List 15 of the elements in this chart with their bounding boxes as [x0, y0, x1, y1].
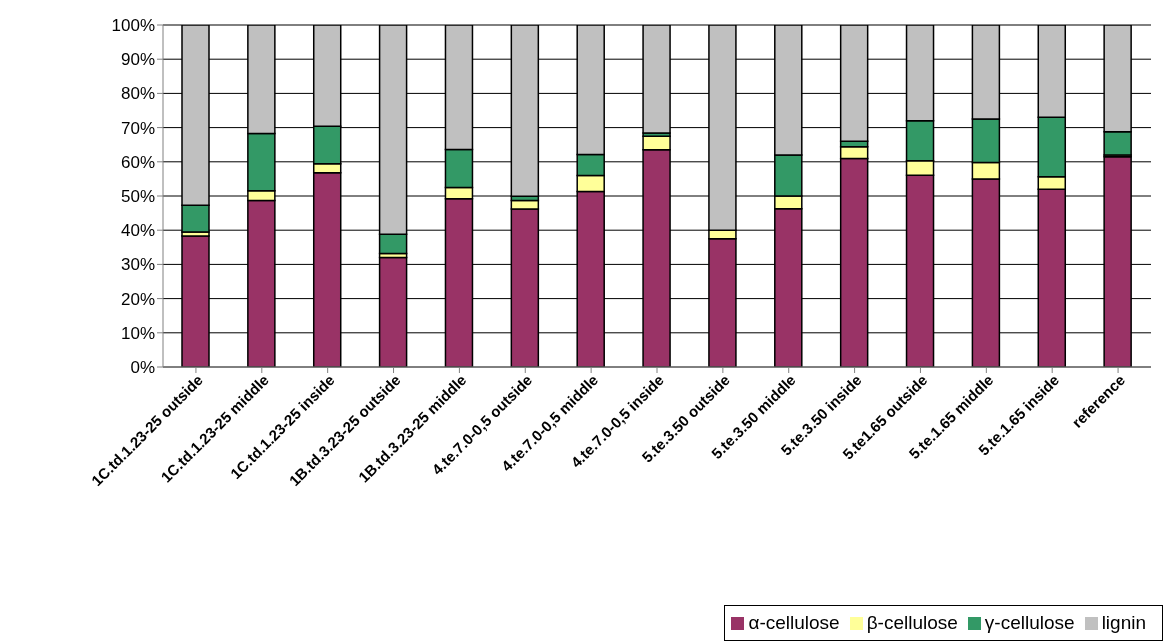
y-tick-label: 100% — [111, 16, 155, 36]
legend-label: lignin — [1101, 612, 1146, 633]
y-tick-label: 90% — [120, 50, 155, 70]
legend-label: α-cellulose — [748, 612, 840, 633]
y-tick-label: 20% — [120, 289, 155, 309]
y-tick-label: 60% — [120, 152, 155, 172]
y-tick-label: 40% — [120, 221, 155, 241]
y-tick-label: 30% — [120, 255, 155, 275]
y-tick-label: 50% — [120, 187, 155, 207]
y-tick-label: 80% — [120, 84, 155, 104]
y-tick-label: 0% — [130, 358, 155, 378]
y-tick-label: 10% — [120, 323, 155, 343]
y-tick-label: 70% — [120, 118, 155, 138]
legend-label: β-cellulose — [866, 612, 958, 633]
legend-label: γ-cellulose — [984, 612, 1075, 633]
